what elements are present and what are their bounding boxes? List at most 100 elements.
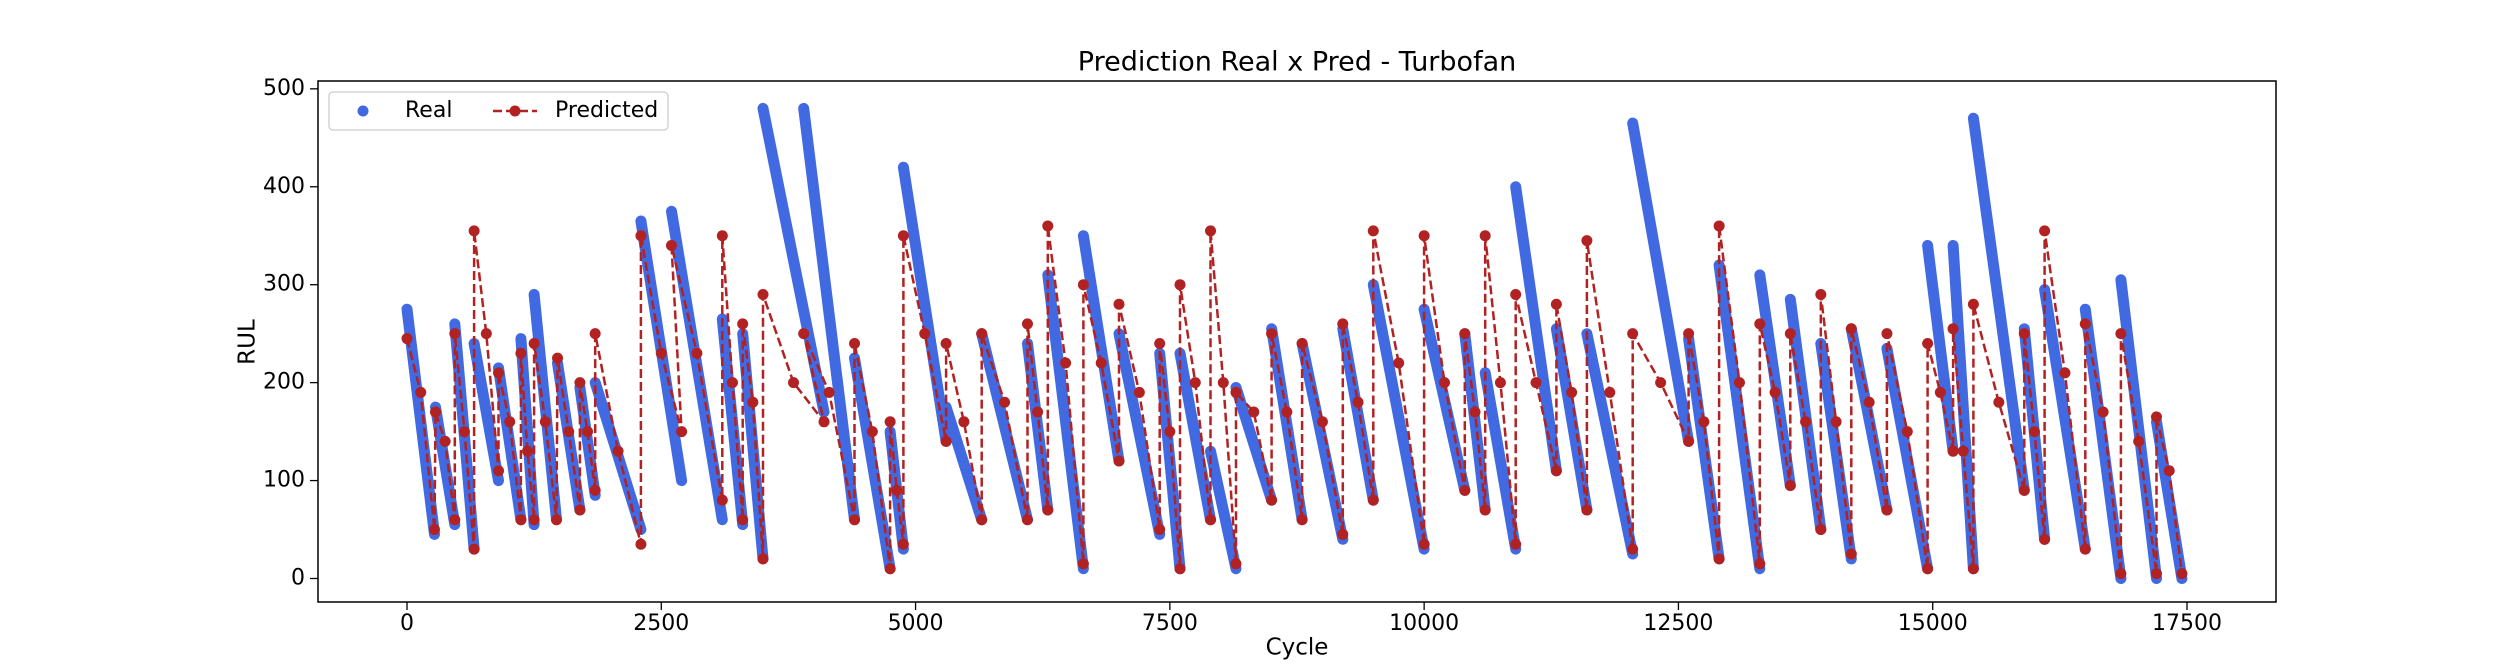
predicted-point xyxy=(940,435,952,447)
predicted-point xyxy=(1042,504,1054,516)
x-tick-label: 7500 xyxy=(1142,611,1198,636)
predicted-point xyxy=(1042,220,1054,232)
chart-title: Prediction Real x Pred - Turbofan xyxy=(1078,47,1516,78)
predicted-point xyxy=(716,230,728,242)
predicted-point xyxy=(1174,563,1186,575)
predicted-point xyxy=(884,416,896,428)
predicted-point xyxy=(1754,558,1766,570)
predicted-point xyxy=(747,396,759,408)
predicted-point xyxy=(415,386,427,398)
predicted-point xyxy=(1205,514,1217,526)
legend-marker xyxy=(357,105,369,117)
predicted-point xyxy=(539,416,551,428)
predicted-point xyxy=(757,553,769,565)
predicted-point xyxy=(958,416,970,428)
predicted-point xyxy=(655,347,667,359)
y-tick-label: 200 xyxy=(263,370,305,395)
predicted-point xyxy=(2018,484,2030,496)
predicted-point xyxy=(515,514,527,526)
predicted-point xyxy=(1947,445,1959,457)
predicted-point xyxy=(449,328,461,340)
predicted-point xyxy=(1248,406,1260,418)
predicted-point xyxy=(1581,504,1593,516)
predicted-point xyxy=(1133,386,1145,398)
y-axis-label: RUL xyxy=(235,319,261,365)
predicted-point xyxy=(493,465,505,477)
predicted-point xyxy=(493,367,505,379)
predicted-point xyxy=(480,328,492,340)
predicted-point xyxy=(2133,435,2145,447)
axes-frame xyxy=(317,80,2277,603)
predicted-point xyxy=(716,494,728,506)
predicted-point xyxy=(2079,318,2091,330)
predicted-point xyxy=(976,328,988,340)
predicted-point xyxy=(1337,528,1349,540)
predicted-point xyxy=(504,416,516,428)
predicted-point xyxy=(2039,225,2051,237)
y-tick-label: 100 xyxy=(263,468,305,493)
predicted-point xyxy=(1604,386,1616,398)
predicted-point xyxy=(919,328,931,340)
predicted-point xyxy=(1550,465,1562,477)
predicted-point xyxy=(1095,357,1107,369)
predicted-point xyxy=(1784,328,1796,340)
predicted-point xyxy=(1337,318,1349,330)
predicted-point xyxy=(2079,543,2091,555)
legend-marker xyxy=(509,105,521,117)
predicted-point xyxy=(726,377,738,389)
predicted-point xyxy=(1418,538,1430,550)
x-tick-label: 10000 xyxy=(1389,611,1459,636)
predicted-point xyxy=(1021,318,1033,330)
predicted-point xyxy=(1922,563,1934,575)
predicted-point xyxy=(1800,416,1812,428)
predicted-point xyxy=(2115,568,2127,580)
predicted-point xyxy=(1469,406,1481,418)
x-tick-label: 5000 xyxy=(888,611,944,636)
x-axis-label: Cycle xyxy=(1266,635,1329,661)
predicted-point xyxy=(1967,298,1979,310)
predicted-point xyxy=(635,538,647,550)
predicted-point xyxy=(468,543,480,555)
y-tick-label: 400 xyxy=(263,174,305,199)
predicted-point xyxy=(574,504,586,516)
predicted-point xyxy=(1754,318,1766,330)
predicted-point xyxy=(1266,494,1278,506)
predicted-point xyxy=(1060,357,1072,369)
predicted-point xyxy=(1713,220,1725,232)
predicted-point xyxy=(1784,479,1796,491)
predicted-point xyxy=(439,435,451,447)
x-tick-label: 17500 xyxy=(2152,611,2222,636)
predicted-point xyxy=(1296,514,1308,526)
predicted-point xyxy=(866,426,878,438)
predicted-point xyxy=(1769,386,1781,398)
predicted-point xyxy=(823,386,835,398)
predicted-point xyxy=(1230,558,1242,570)
predicted-point xyxy=(458,426,470,438)
predicted-point xyxy=(1683,435,1695,447)
predicted-point xyxy=(528,337,540,349)
predicted-point xyxy=(2150,411,2162,423)
predicted-point xyxy=(401,333,413,345)
predicted-point xyxy=(891,484,903,496)
legend-label: Real xyxy=(405,98,452,123)
predicted-point xyxy=(1530,377,1542,389)
predicted-point xyxy=(582,426,594,438)
y-tick-label: 300 xyxy=(263,272,305,297)
x-tick-label: 12500 xyxy=(1643,611,1713,636)
predicted-point xyxy=(1021,514,1033,526)
predicted-point xyxy=(1683,328,1695,340)
predicted-point xyxy=(1830,416,1842,428)
predicted-point xyxy=(1881,504,1893,516)
predicted-point xyxy=(1164,426,1176,438)
predicted-point xyxy=(1393,357,1405,369)
predicted-point xyxy=(737,318,749,330)
predicted-point xyxy=(468,225,480,237)
predicted-point xyxy=(976,514,988,526)
predicted-point xyxy=(691,347,703,359)
predicted-point xyxy=(1367,494,1379,506)
predicted-point xyxy=(940,337,952,349)
predicted-point xyxy=(1189,377,1201,389)
predicted-point xyxy=(1550,298,1562,310)
predicted-point xyxy=(849,514,861,526)
